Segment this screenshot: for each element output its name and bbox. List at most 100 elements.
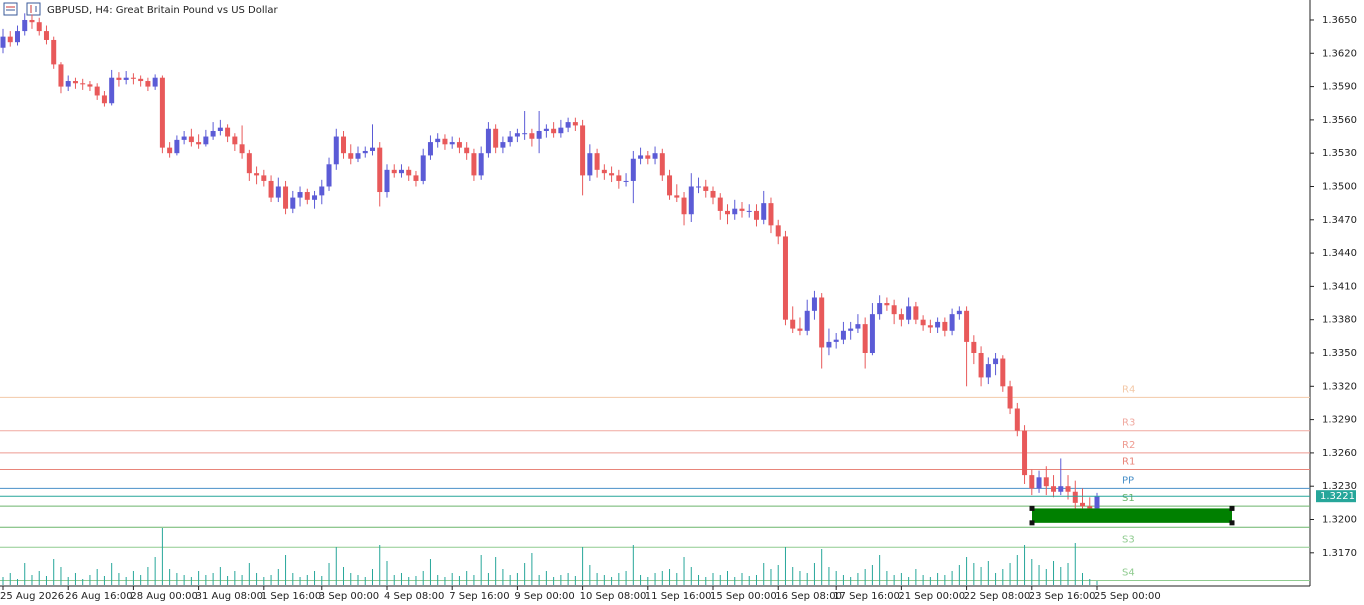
x-tick-label: 15 Sep 00:00	[710, 591, 777, 602]
candle-body	[1058, 486, 1064, 492]
candle-body	[159, 77, 165, 148]
candle-body	[761, 203, 767, 220]
candle-body	[355, 153, 361, 159]
candle-body	[36, 22, 42, 32]
x-tick-label: 25 Sep 00:00	[1094, 591, 1161, 602]
y-tick-label: 1.3530	[1322, 148, 1357, 159]
candle-body	[87, 84, 93, 87]
candle-body	[978, 352, 984, 378]
candle-body	[935, 321, 941, 328]
candle-body	[181, 136, 187, 140]
candle-body	[587, 153, 593, 176]
candle-body	[152, 77, 158, 87]
candle-body	[72, 81, 78, 84]
candle-body	[1094, 496, 1100, 509]
x-tick-label: 10 Sep 08:00	[580, 591, 647, 602]
candle-body	[1065, 486, 1071, 492]
candle-body	[22, 19, 28, 32]
zone-handle	[1029, 505, 1035, 511]
y-tick-label: 1.3350	[1322, 348, 1357, 359]
y-tick-label: 1.3260	[1322, 448, 1357, 459]
candle-body	[558, 127, 564, 134]
candle-body	[116, 77, 122, 80]
candle-body	[29, 19, 35, 23]
candle-body	[0, 36, 6, 48]
candle-body	[297, 192, 303, 198]
candle-body	[956, 310, 962, 315]
candle-body	[645, 155, 651, 159]
candle-body	[543, 128, 549, 131]
candle-body	[927, 325, 933, 328]
candle-body	[500, 142, 506, 148]
candle-body	[246, 153, 252, 174]
candle-body	[1080, 502, 1086, 507]
candle-body	[58, 64, 64, 87]
candle-body	[638, 155, 644, 159]
candle-body	[652, 153, 658, 159]
candle-body	[1007, 386, 1013, 409]
candle-body	[920, 319, 926, 326]
candle-body	[427, 142, 433, 156]
candle-body	[391, 169, 397, 174]
candle-body	[985, 364, 991, 378]
candle-body	[855, 324, 861, 329]
x-tick-label: 22 Sep 08:00	[964, 591, 1031, 602]
y-tick-label: 1.3410	[1322, 281, 1357, 292]
candle-body	[1043, 477, 1049, 487]
candle-body	[768, 203, 774, 226]
candle-body	[341, 136, 347, 154]
x-tick-label: 7 Sep 16:00	[449, 591, 509, 602]
candle-body	[819, 297, 825, 348]
candle-body	[522, 133, 528, 135]
candle-body	[196, 142, 202, 145]
price-label: 1.3221	[1320, 491, 1355, 502]
candle-body	[1029, 475, 1035, 489]
candle-body	[130, 77, 136, 79]
candle-body	[167, 147, 173, 154]
candle-body	[188, 136, 194, 143]
candle-body	[1014, 408, 1020, 431]
candle-body	[464, 147, 470, 154]
zone-handle	[1229, 520, 1235, 526]
candle-body	[304, 192, 310, 200]
y-tick-label: 1.3560	[1322, 115, 1357, 126]
candle-body	[826, 341, 832, 348]
candle-body	[435, 138, 441, 143]
candle-body	[630, 158, 636, 181]
price-tag	[1316, 490, 1356, 503]
candle-body	[362, 150, 368, 154]
y-tick-label: 1.3380	[1322, 315, 1357, 326]
candle-body	[710, 190, 716, 198]
candle-body	[14, 31, 20, 43]
candle-body	[775, 225, 781, 237]
candle-body	[94, 86, 100, 96]
candle-body	[949, 314, 955, 331]
y-tick-label: 1.3650	[1322, 15, 1357, 26]
candle-body	[319, 186, 325, 196]
candle-body	[333, 136, 339, 165]
candle-body	[326, 164, 332, 187]
candle-body	[833, 339, 839, 342]
candle-body	[790, 319, 796, 329]
candle-body	[377, 147, 383, 193]
candle-body	[174, 139, 180, 154]
candle-body	[283, 186, 289, 209]
y-tick-label: 1.3170	[1322, 548, 1357, 559]
candle-body	[1051, 486, 1057, 492]
y-tick-label: 1.3440	[1322, 248, 1357, 259]
candle-body	[877, 303, 883, 315]
y-tick-label: 1.3200	[1322, 515, 1357, 526]
pivot-label: PP	[1122, 475, 1134, 486]
candle-body	[797, 328, 803, 331]
candle-body	[739, 208, 745, 211]
candle-body	[971, 341, 977, 353]
candle-body	[551, 128, 557, 134]
candle-body	[369, 147, 375, 151]
candle-body	[1022, 430, 1028, 476]
candle-body	[717, 197, 723, 211]
pivot-label: S1	[1122, 493, 1135, 504]
candle-body	[703, 186, 709, 191]
candle-body	[964, 310, 970, 342]
candle-body	[123, 77, 129, 80]
